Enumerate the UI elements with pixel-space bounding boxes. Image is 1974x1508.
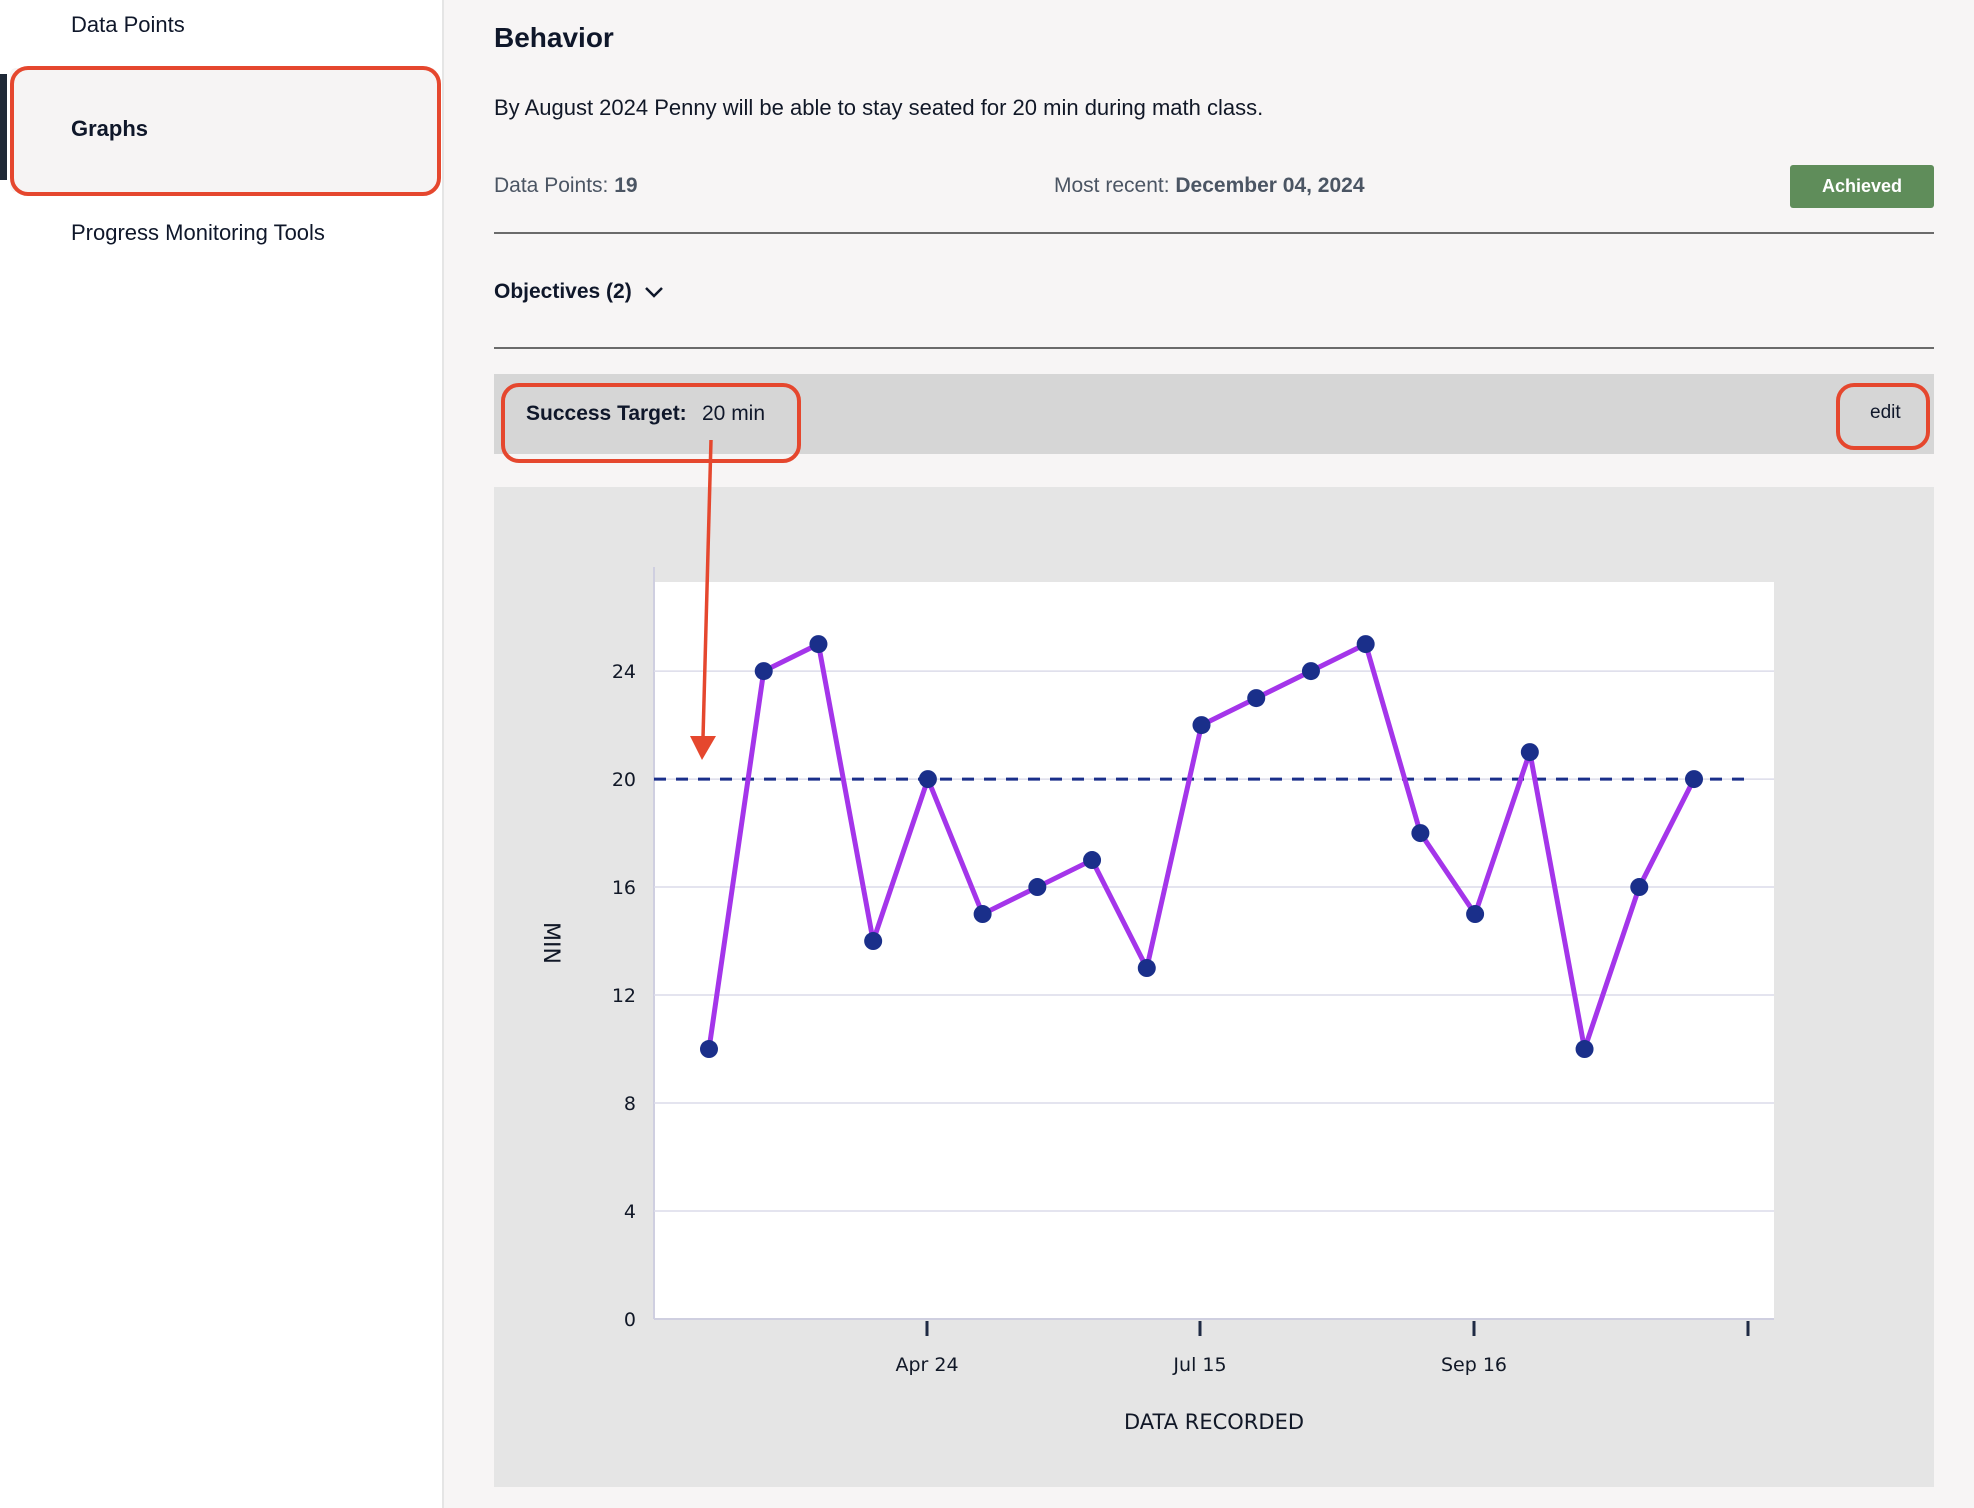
- sidebar-active-indicator: [0, 74, 7, 180]
- divider: [494, 347, 1934, 349]
- sidebar-item-graphs-background: [10, 68, 437, 192]
- most-recent-label: Most recent:: [1054, 174, 1170, 197]
- sidebar-item-progress-monitoring-tools[interactable]: Progress Monitoring Tools: [71, 220, 325, 245]
- data-point: [1630, 878, 1649, 897]
- data-point: [1356, 635, 1375, 654]
- status-badge: Achieved: [1790, 165, 1934, 208]
- objectives-toggle[interactable]: Objectives (2): [494, 280, 664, 304]
- data-point: [1575, 1040, 1594, 1059]
- data-points-label: Data Points:: [494, 174, 609, 197]
- objectives-label: Objectives (2): [494, 280, 632, 303]
- graphs-highlight-annotation: [10, 66, 441, 196]
- y-tick-label: 16: [612, 877, 636, 899]
- y-tick-label: 0: [624, 1309, 636, 1331]
- data-point: [1083, 851, 1102, 870]
- x-tick-label: Jul 15: [1172, 1354, 1226, 1376]
- sidebar-item-graphs[interactable]: Graphs: [71, 116, 149, 141]
- goal-description: By August 2024 Penny will be able to sta…: [494, 95, 1264, 120]
- data-point: [1685, 770, 1703, 789]
- sidebar: Data Points Graphs Progress Monitoring T…: [0, 0, 444, 1508]
- most-recent-date: Most recent: December 04, 2024: [1054, 174, 1365, 198]
- data-point: [700, 1040, 718, 1059]
- y-axis-label: MIN: [538, 922, 563, 964]
- success-target-label: Success Target:: [526, 402, 687, 425]
- divider: [494, 232, 1934, 234]
- data-point: [1301, 662, 1320, 681]
- sidebar-item-data-points[interactable]: Data Points: [71, 12, 185, 37]
- data-points-count: Data Points: 19: [494, 174, 638, 198]
- data-point: [1411, 824, 1430, 843]
- y-tick-label: 4: [624, 1201, 636, 1223]
- y-tick-label: 8: [624, 1093, 636, 1115]
- data-point: [864, 932, 883, 951]
- data-point: [973, 905, 992, 924]
- data-points-value: 19: [614, 174, 638, 197]
- most-recent-value: December 04, 2024: [1175, 174, 1365, 197]
- data-point: [1192, 716, 1211, 735]
- x-tick-label: Apr 24: [895, 1354, 958, 1376]
- data-point: [918, 770, 937, 789]
- y-tick-label: 20: [612, 769, 636, 791]
- success-target-bar: Success Target: 20 min edit: [494, 374, 1934, 454]
- edit-highlight-annotation: [1836, 383, 1930, 450]
- y-tick-label: 12: [612, 985, 636, 1007]
- data-point: [1028, 878, 1047, 897]
- data-point: [754, 662, 773, 681]
- data-point: [1247, 689, 1266, 708]
- chart-panel: 0 4 8 12 16 20 24 Apr 24 Jul 15 Sep 16 MIN DATA …: [494, 487, 1934, 1487]
- chevron-down-icon: [644, 287, 663, 298]
- edit-button[interactable]: edit: [1870, 402, 1901, 423]
- success-target-value: 20 min: [702, 402, 766, 425]
- y-tick-label: 24: [612, 661, 636, 683]
- data-point: [1137, 959, 1156, 978]
- progress-chart: 0 4 8 12 16 20 24 Apr 24 Jul 15 Sep 16 MIN DATA …: [538, 567, 1774, 1434]
- x-axis-label: DATA RECORDED: [1124, 1410, 1304, 1434]
- data-point: [1520, 743, 1539, 762]
- plot-area: [654, 582, 1774, 1319]
- data-point: [1466, 905, 1485, 924]
- success-target-highlight-annotation: [501, 383, 801, 463]
- goal-title: Behavior: [494, 22, 614, 53]
- x-tick-label: Sep 16: [1441, 1354, 1507, 1376]
- data-point: [809, 635, 828, 654]
